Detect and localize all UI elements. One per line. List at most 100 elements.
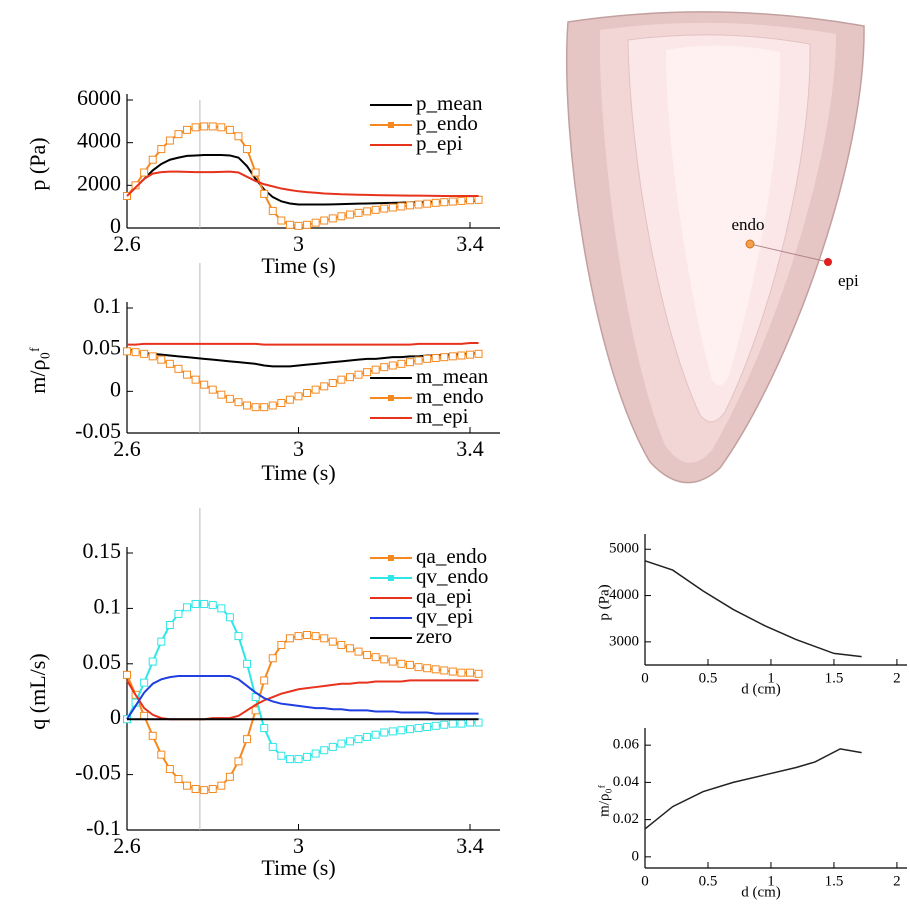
marker bbox=[465, 668, 474, 677]
marker bbox=[405, 201, 414, 210]
marker bbox=[243, 735, 252, 744]
marker bbox=[320, 382, 329, 391]
marker bbox=[474, 349, 483, 358]
marker bbox=[423, 354, 432, 363]
chart: 0 0.02 0.04 0.06 0 0.5 1 1.5 2 d (cm) m/ρ₀ᶠ bbox=[596, 728, 907, 900]
marker bbox=[303, 752, 312, 761]
marker bbox=[311, 385, 320, 394]
marker bbox=[380, 363, 389, 372]
marker bbox=[363, 732, 372, 741]
marker bbox=[183, 781, 192, 790]
legend-marker bbox=[388, 555, 394, 561]
marker bbox=[363, 650, 372, 659]
endo-label: endo bbox=[731, 215, 764, 234]
x-tick-label: 1 bbox=[767, 670, 775, 686]
marker bbox=[345, 373, 354, 382]
x-tick-label: 0.5 bbox=[699, 873, 718, 889]
marker bbox=[165, 136, 174, 145]
marker bbox=[457, 196, 466, 205]
endo-point bbox=[745, 239, 755, 249]
x-tick-label: 3.4 bbox=[456, 833, 484, 858]
marker bbox=[440, 666, 449, 675]
marker bbox=[457, 351, 466, 360]
marker bbox=[243, 659, 252, 668]
x-axis-title: Time (s) bbox=[261, 460, 335, 485]
marker bbox=[165, 621, 174, 630]
marker bbox=[414, 663, 423, 672]
legend-label: qv_epi bbox=[416, 604, 473, 628]
x-tick-label: 3.4 bbox=[456, 231, 484, 256]
marker bbox=[260, 676, 269, 685]
y-tick-label: 0.1 bbox=[94, 293, 122, 318]
y-tick-label: -0.1 bbox=[86, 815, 121, 840]
y-tick-label: 5000 bbox=[609, 541, 639, 557]
marker bbox=[303, 630, 312, 639]
marker bbox=[431, 354, 440, 362]
marker bbox=[268, 206, 277, 215]
marker bbox=[311, 749, 320, 758]
legend-label: p_mean bbox=[416, 91, 483, 115]
marker bbox=[268, 401, 277, 410]
marker bbox=[371, 205, 380, 214]
marker bbox=[320, 634, 329, 643]
marker bbox=[371, 653, 380, 662]
series-line bbox=[126, 170, 479, 197]
marker bbox=[465, 350, 474, 359]
x-tick-label: 2 bbox=[893, 670, 901, 686]
marker bbox=[345, 644, 354, 653]
marker bbox=[311, 218, 320, 227]
y-tick-label: 0.06 bbox=[613, 737, 640, 753]
legend-label: m_endo bbox=[416, 384, 484, 408]
marker bbox=[277, 216, 286, 225]
marker bbox=[303, 389, 312, 397]
marker bbox=[165, 765, 174, 774]
marker bbox=[208, 122, 217, 131]
marker bbox=[148, 352, 157, 361]
marker bbox=[234, 132, 243, 141]
marker bbox=[285, 755, 294, 764]
marker bbox=[191, 123, 200, 132]
series-line bbox=[126, 154, 479, 206]
legend-marker bbox=[388, 122, 394, 128]
marker bbox=[165, 359, 174, 368]
series-line bbox=[644, 748, 862, 830]
marker bbox=[174, 775, 183, 784]
marker bbox=[448, 719, 457, 728]
y-tick-label: -0.05 bbox=[75, 760, 121, 785]
x-axis-title: d (cm) bbox=[741, 681, 781, 697]
marker bbox=[234, 632, 243, 641]
marker bbox=[260, 403, 269, 412]
y-tick-label: 4000 bbox=[609, 587, 639, 603]
chart: 0 2000 4000 6000 2.6 3 3.4 Time (s) p (Pa) p_mean… bbox=[25, 85, 500, 278]
marker bbox=[208, 385, 217, 394]
y-tick-label: 3000 bbox=[609, 633, 639, 649]
x-tick-label: 1.5 bbox=[825, 670, 844, 686]
y-tick-label: 0.04 bbox=[613, 774, 640, 790]
legend-label: qv_endo bbox=[416, 564, 488, 588]
marker bbox=[354, 735, 363, 744]
marker bbox=[465, 196, 474, 205]
y-axis-title: p (Pa) bbox=[25, 137, 50, 190]
y-tick-label: 0.05 bbox=[83, 335, 122, 360]
x-tick-label: 3 bbox=[293, 231, 304, 256]
x-tick-label: 3.4 bbox=[456, 436, 484, 461]
marker bbox=[251, 403, 260, 412]
marker bbox=[208, 601, 217, 610]
y-tick-label: 0 bbox=[632, 848, 640, 864]
marker bbox=[311, 632, 320, 641]
marker bbox=[388, 203, 397, 212]
epi-label: epi bbox=[838, 271, 859, 290]
marker bbox=[200, 122, 209, 131]
marker bbox=[148, 731, 157, 740]
x-tick-label: 0 bbox=[641, 670, 649, 686]
marker bbox=[140, 678, 149, 687]
marker bbox=[354, 370, 363, 379]
marker bbox=[474, 195, 483, 204]
marker bbox=[448, 197, 457, 206]
marker bbox=[123, 670, 131, 679]
marker bbox=[388, 727, 397, 736]
marker bbox=[285, 220, 294, 229]
x-tick-label: 0 bbox=[641, 873, 649, 889]
marker bbox=[371, 365, 380, 374]
y-tick-label: -0.05 bbox=[75, 418, 121, 443]
